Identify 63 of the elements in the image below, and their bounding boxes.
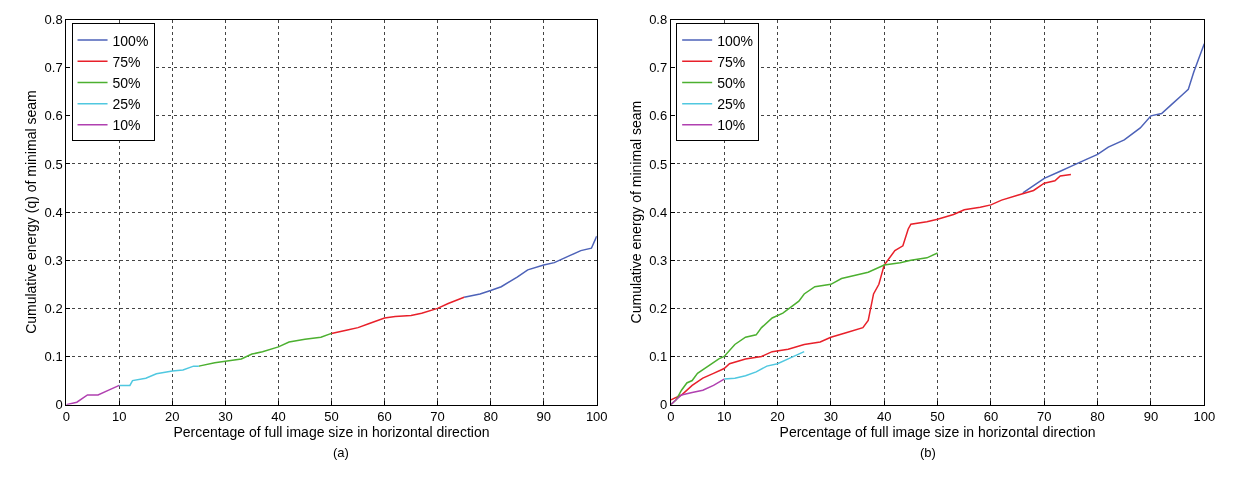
legend-label: 10% (112, 117, 141, 134)
x-tick-label: 50 (930, 409, 945, 425)
y-tick-label: 0.7 (649, 60, 668, 76)
y-tick-label: 0.2 (649, 300, 668, 316)
x-tick-label: 60 (377, 409, 392, 425)
y-tick-label: 0.4 (649, 204, 668, 220)
line-series (330, 296, 465, 335)
legend-label: 100% (717, 32, 753, 49)
y-tick-label: 0.6 (44, 108, 63, 124)
y-tick-label: 0.2 (44, 300, 63, 316)
x-tick-label: 90 (536, 409, 551, 425)
line-series (118, 365, 200, 387)
y-tick-label: 0.1 (649, 349, 668, 365)
x-axis-title: Percentage of full image size in horizontal direction (173, 424, 490, 441)
y-tick-label: 0 (659, 397, 668, 413)
y-tick-label: 0.3 (44, 252, 63, 268)
x-tick-label: 20 (770, 409, 785, 425)
text: (b) (920, 445, 936, 460)
legend-label: 25% (112, 96, 141, 113)
legend-label: 75% (112, 53, 141, 70)
legend-label: 25% (717, 96, 746, 113)
x-tick-label: 100 (585, 409, 608, 425)
y-tick-label: 0.3 (649, 252, 668, 268)
x-tick-label: 40 (271, 409, 286, 425)
legend-label: 50% (717, 74, 746, 91)
x-tick-label: 20 (165, 409, 180, 425)
x-tick-label: 80 (1090, 409, 1105, 425)
text: (a) (333, 445, 349, 460)
legend-label: 10% (717, 117, 746, 134)
y-tick-label: 0.5 (44, 156, 63, 172)
line-series (723, 350, 805, 380)
legend-label: 75% (717, 53, 746, 70)
y-tick-label: 0 (55, 397, 63, 413)
y-tick-label: 0.7 (44, 60, 63, 76)
x-tick-label: 50 (324, 409, 339, 425)
x-axis-title: Percentage of full image size in horizontal direction (779, 424, 1096, 441)
legend-label: 50% (112, 74, 141, 91)
x-tick-label: 80 (483, 409, 498, 425)
y-tick-label: 0.4 (44, 204, 63, 220)
legend-label: 100% (112, 32, 149, 49)
line-series (198, 332, 333, 367)
x-tick-label: 10 (716, 409, 732, 425)
y-tick-label: 0.1 (44, 349, 63, 365)
y-axis-title: Cumulative energy of minimal seam (627, 100, 644, 324)
line-series (670, 173, 1072, 401)
x-tick-label: 40 (876, 409, 892, 425)
x-tick-label: 10 (112, 409, 127, 425)
y-axis-title: Cumulative energy (q) of minimal seam (23, 90, 40, 334)
line-series (463, 235, 597, 299)
x-tick-label: 70 (1037, 409, 1052, 425)
x-tick-label: 70 (430, 409, 445, 425)
x-tick-label: 30 (823, 409, 839, 425)
y-tick-label: 0.6 (649, 108, 668, 124)
x-tick-label: 30 (218, 409, 233, 425)
y-tick-label: 0.8 (44, 12, 63, 28)
line-series (66, 384, 121, 405)
x-tick-label: 90 (1143, 409, 1159, 425)
x-tick-label: 100 (1193, 409, 1216, 425)
y-tick-label: 0.5 (649, 156, 668, 172)
x-tick-label: 60 (983, 409, 999, 425)
line-series (1022, 42, 1205, 194)
y-tick-label: 0.8 (649, 12, 668, 28)
line-series (670, 378, 725, 405)
